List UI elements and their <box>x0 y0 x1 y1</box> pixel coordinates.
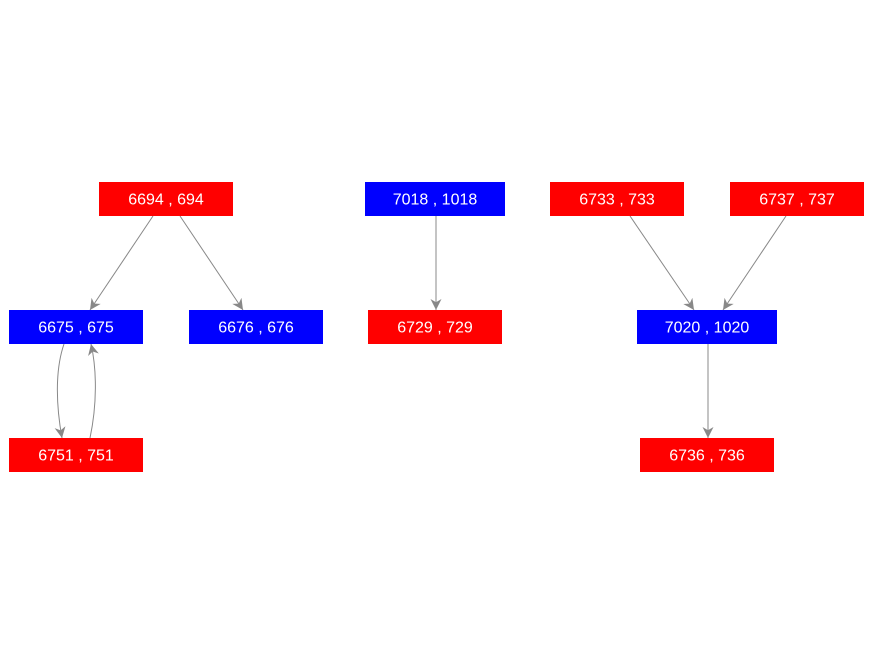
node-label: 6729 , 729 <box>397 320 473 337</box>
edge-6694-to-6675 <box>89 215 154 311</box>
edge-6751-to-6675 <box>88 343 99 439</box>
node-6736[interactable]: 6736 , 736 <box>640 438 774 472</box>
node-label: 6675 , 675 <box>38 320 114 337</box>
node-label: 6676 , 676 <box>218 320 294 337</box>
node-label: 6733 , 733 <box>579 192 655 209</box>
node-7018[interactable]: 7018 , 1018 <box>365 182 505 216</box>
node-box <box>365 182 505 216</box>
node-6751[interactable]: 6751 , 751 <box>9 438 143 472</box>
node-label: 6694 , 694 <box>128 192 204 209</box>
node-6733[interactable]: 6733 , 733 <box>550 182 684 216</box>
edge-6733-to-7020 <box>629 215 695 311</box>
node-6694[interactable]: 6694 , 694 <box>99 182 233 216</box>
node-box <box>9 310 143 344</box>
node-box <box>9 438 143 472</box>
edge-6737-to-7020 <box>722 215 787 311</box>
node-label: 6751 , 751 <box>38 448 114 465</box>
node-box <box>640 438 774 472</box>
node-7020[interactable]: 7020 , 1020 <box>637 310 777 344</box>
edge-6694-to-6676 <box>179 215 244 311</box>
node-box <box>730 182 864 216</box>
edge-6675-to-6751 <box>54 343 66 439</box>
node-6676[interactable]: 6676 , 676 <box>189 310 323 344</box>
node-label: 6737 , 737 <box>759 192 835 209</box>
node-box <box>189 310 323 344</box>
node-label: 7018 , 1018 <box>393 192 478 209</box>
node-6675[interactable]: 6675 , 675 <box>9 310 143 344</box>
node-box <box>637 310 777 344</box>
node-box <box>550 182 684 216</box>
node-label: 7020 , 1020 <box>665 320 750 337</box>
node-box <box>368 310 502 344</box>
node-label: 6736 , 736 <box>669 448 745 465</box>
node-6737[interactable]: 6737 , 737 <box>730 182 864 216</box>
node-box <box>99 182 233 216</box>
node-6729[interactable]: 6729 , 729 <box>368 310 502 344</box>
